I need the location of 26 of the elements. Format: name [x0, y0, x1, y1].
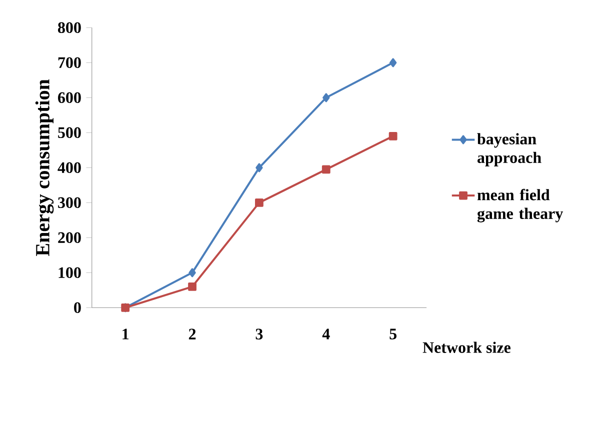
y-tick-label: 700 — [58, 57, 81, 68]
x-tick-label: 2 — [188, 328, 196, 340]
y-tick-label: 600 — [58, 92, 81, 104]
point — [188, 268, 196, 278]
legend-label: mean field game theary — [477, 188, 564, 222]
y-tick-label: 800 — [58, 22, 81, 34]
y-tick-label: 300 — [58, 197, 81, 208]
point — [188, 282, 196, 291]
point — [388, 132, 398, 140]
point — [255, 198, 264, 207]
x-tick-label: 3 — [256, 328, 263, 340]
point — [256, 163, 263, 172]
y-tick-label: 0 — [74, 302, 81, 314]
y-axis-title: Energy consumption — [35, 79, 54, 256]
x-tick-label: 5 — [390, 328, 396, 340]
x-axis-title: Network size — [422, 342, 510, 353]
y-tick-label: 400 — [58, 162, 81, 174]
y-tick-label: 200 — [58, 232, 81, 244]
legend-label: bayesian approach — [477, 133, 542, 166]
x-tick-label: 4 — [322, 328, 330, 340]
x-tick-label: 1 — [122, 328, 129, 340]
point — [389, 58, 397, 68]
point — [322, 93, 330, 102]
y-tick-label: 100 — [58, 267, 81, 278]
y-tick-label: 500 — [58, 127, 81, 138]
point — [322, 165, 330, 174]
